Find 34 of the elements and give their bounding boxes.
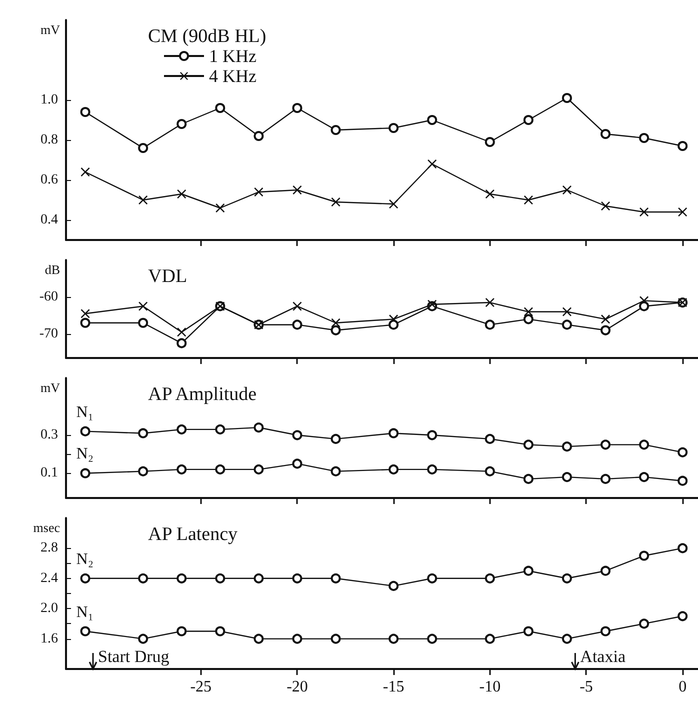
y-tick-label: 0.6 [40,172,58,188]
x-tick-label: -10 [479,678,501,696]
y-axis-title: mV [40,22,61,37]
chart-title: VDL [148,266,188,287]
y-tick-label: -70 [39,326,58,342]
chart-title: CM (90dB HL) [148,26,266,47]
x-tick-label: 0 [678,678,687,696]
x-tick-label: -5 [580,678,593,696]
x-tick-label: -20 [286,678,308,696]
annotation: Start Drug [98,647,170,666]
legend-label: 1 KHz [209,46,256,66]
annotation: Ataxia [580,647,626,666]
y-tick-label: -60 [39,289,58,304]
x-tick-label: -15 [382,678,404,696]
series-label: N₁ [76,404,94,421]
y-tick-label: 0.1 [40,466,58,481]
chart-title: AP Amplitude [148,384,257,405]
series-label: N₂ [76,550,94,568]
series-label: N₁ [76,604,94,621]
y-axis-title: dB [44,262,60,277]
y-axis-title: msec [33,520,60,535]
y-tick-label: 0.8 [40,132,58,148]
series-label: N₂ [76,446,94,463]
y-tick-label: 2.0 [40,601,58,616]
y-tick-label: 1.6 [40,631,58,646]
x-tick-label: -25 [190,678,212,696]
chart-title: AP Latency [148,524,238,545]
y-tick-label: 1.0 [40,92,58,108]
y-tick-label: 0.4 [40,212,58,228]
y-tick-label: 2.8 [40,540,58,556]
legend-label: 4 KHz [209,66,256,86]
y-axis-title: mV [40,380,61,395]
y-tick-label: 2.4 [40,570,58,586]
y-tick-label: 0.3 [40,428,58,443]
